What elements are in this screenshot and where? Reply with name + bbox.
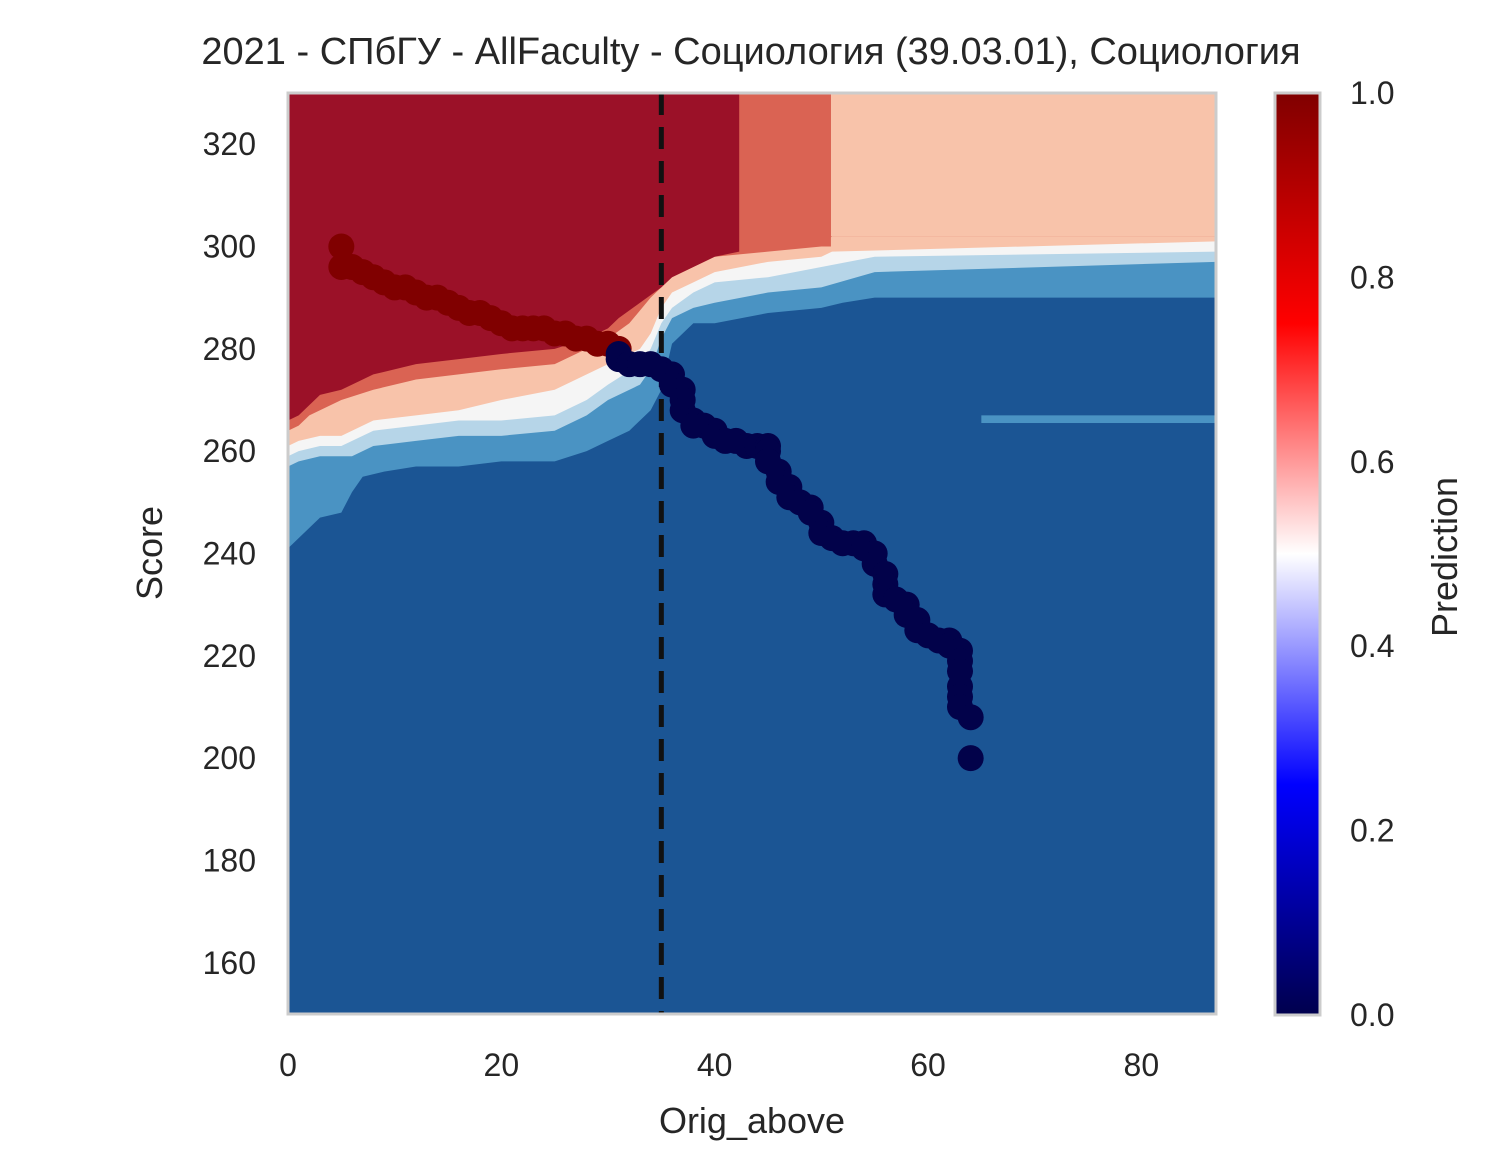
data-point-s0-0 (328, 233, 355, 260)
x-axis-label: Orig_above (659, 1100, 845, 1141)
y-tick-label: 160 (203, 945, 256, 981)
colorbar-tick-label: 0.6 (1350, 444, 1394, 480)
region-mid-high-top-right (830, 93, 1216, 237)
colorbar-tick-label: 0.4 (1350, 628, 1394, 664)
colorbar-ticks: 0.0 0.2 0.4 0.6 0.8 1.0 (1350, 75, 1394, 1033)
stripe-low (981, 415, 1216, 424)
y-tick-label: 220 (203, 638, 256, 674)
region-high-top-middle (739, 93, 831, 247)
data-point-s1-57 (957, 704, 984, 731)
y-tick-label: 280 (203, 331, 256, 367)
y-tick-label: 300 (203, 229, 256, 265)
y-axis-ticks: 160 180 200 220 240 260 280 300 320 (203, 126, 256, 981)
colorbar-tick-label: 1.0 (1350, 75, 1394, 111)
data-point-s1-58 (957, 745, 984, 772)
colorbar-tick-label: 0.8 (1350, 259, 1394, 295)
x-axis-ticks: 0 20 40 60 80 (279, 1047, 1159, 1083)
plot-area (286, 91, 1218, 1016)
colorbar: 0.0 0.2 0.4 0.6 0.8 1.0 Prediction (1273, 75, 1465, 1033)
y-axis-label: Score (129, 506, 170, 600)
y-tick-label: 180 (203, 843, 256, 879)
x-tick-label: 80 (1124, 1047, 1160, 1083)
region-very-high (288, 93, 740, 421)
y-tick-label: 200 (203, 740, 256, 776)
prediction-contour-bands (288, 93, 1216, 549)
plot-frame (286, 91, 1218, 1016)
data-points (328, 233, 984, 772)
colorbar-gradient (1273, 91, 1322, 1017)
y-tick-label: 320 (203, 126, 256, 162)
y-tick-label: 240 (203, 536, 256, 572)
chart-title: 2021 - СПбГУ - AllFaculty - Социология (… (201, 31, 1300, 73)
x-tick-label: 40 (697, 1047, 733, 1083)
x-tick-label: 20 (484, 1047, 520, 1083)
x-tick-label: 60 (910, 1047, 946, 1083)
colorbar-tick-label: 0.0 (1350, 997, 1394, 1033)
colorbar-label: Prediction (1424, 477, 1465, 637)
colorbar-tick-label: 0.2 (1350, 813, 1394, 849)
x-tick-label: 0 (279, 1047, 297, 1083)
y-tick-label: 260 (203, 433, 256, 469)
